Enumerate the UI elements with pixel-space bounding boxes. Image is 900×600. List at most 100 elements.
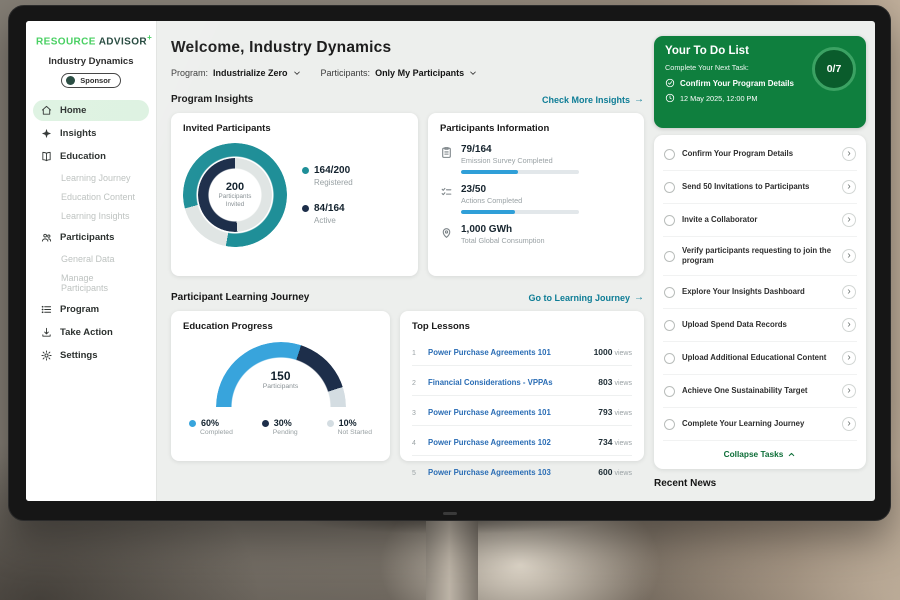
chevron-right-icon[interactable] <box>842 318 856 333</box>
sidebar-item-education-content[interactable]: Education Content <box>33 188 149 206</box>
legend-value: 60% <box>201 418 220 428</box>
donut-center-label: Participants <box>218 192 252 200</box>
lesson-rank: 4 <box>412 439 416 447</box>
task-upload-spend-data[interactable]: Upload Spend Data Records <box>663 309 857 343</box>
task-label: Achieve One Sustainability Target <box>682 386 808 396</box>
arrow-right-icon: → <box>634 292 644 303</box>
sidebar-item-take-action[interactable]: Take Action <box>33 322 149 343</box>
stat-label: Total Global Consumption <box>461 236 545 245</box>
donut-center-label: Invited <box>225 201 245 208</box>
lesson-row: 5 Power Purchase Agreements 103 600 views <box>412 456 632 485</box>
sidebar-item-home[interactable]: Home <box>33 100 149 122</box>
chevron-right-icon[interactable] <box>842 249 856 264</box>
sidebar-item-insights[interactable]: Insights <box>33 123 149 144</box>
home-icon <box>41 105 52 116</box>
sidebar-item-education[interactable]: Education <box>33 146 149 167</box>
sidebar-item-learning-journey[interactable]: Learning Journey <box>33 169 149 187</box>
program-filter-label: Program: <box>171 68 209 78</box>
task-label: Verify participants requesting to join t… <box>682 246 832 266</box>
task-checkbox[interactable] <box>664 352 675 364</box>
task-verify-participants[interactable]: Verify participants requesting to join t… <box>663 237 857 277</box>
task-explore-insights[interactable]: Explore Your Insights Dashboard <box>663 276 857 310</box>
task-checkbox[interactable] <box>664 148 675 160</box>
gauge-legend: 60% Completed 30% Pending 10% Not Starte… <box>183 418 378 436</box>
link-label: Check More Insights <box>541 94 630 105</box>
chevron-up-icon <box>789 452 795 456</box>
sidebar-item-learning-insights[interactable]: Learning Insights <box>33 207 149 225</box>
chevron-right-icon[interactable] <box>842 384 856 399</box>
task-send-invitations[interactable]: Send 50 Invitations to Participants <box>663 171 857 204</box>
task-checkbox[interactable] <box>664 250 675 262</box>
lesson-rank: 2 <box>412 379 416 387</box>
sidebar-item-general-data[interactable]: General Data <box>33 250 149 268</box>
participants-filter[interactable]: Participants: Only My Participants <box>321 68 478 78</box>
lesson-link[interactable]: Power Purchase Agreements 101 <box>428 347 551 357</box>
task-invite-collaborator[interactable]: Invite a Collaborator <box>663 204 857 237</box>
collapse-tasks-label: Collapse Tasks <box>723 449 784 460</box>
chevron-right-icon[interactable] <box>842 147 856 161</box>
lesson-link[interactable]: Power Purchase Agreements 103 <box>428 467 551 477</box>
legend-registered: 164/200 Registered <box>302 165 353 187</box>
lesson-views-label: views <box>614 469 632 477</box>
todo-title: Your To Do List <box>665 45 749 57</box>
sidebar-item-label: Manage Participants <box>61 273 109 294</box>
sidebar-item-program[interactable]: Program <box>33 299 149 320</box>
go-to-learning-journey-link[interactable]: Go to Learning Journey → <box>528 292 644 303</box>
lesson-rank: 1 <box>412 349 416 357</box>
todo-column: Your To Do List Complete Your Next Task:… <box>654 21 866 489</box>
lesson-link[interactable]: Power Purchase Agreements 102 <box>428 437 551 447</box>
todo-next-task[interactable]: Confirm Your Program Details <box>665 78 855 88</box>
todo-datetime-label: 12 May 2025, 12:00 PM <box>680 93 758 103</box>
card-title: Top Lessons <box>412 321 470 332</box>
chevron-right-icon[interactable] <box>842 417 856 432</box>
legend-not-started: 10% Not Started <box>326 418 372 436</box>
task-checkbox[interactable] <box>664 385 675 397</box>
sidebar-item-participants[interactable]: Participants <box>33 227 149 248</box>
sidebar-item-label: Insights <box>60 128 97 140</box>
lesson-row: 4 Power Purchase Agreements 102 734 views <box>412 426 632 456</box>
people-icon <box>41 232 52 243</box>
todo-summary-panel: Your To Do List Complete Your Next Task:… <box>654 36 866 128</box>
gauge-center-label: Participants <box>262 383 299 390</box>
main-content: Welcome, Industry Dynamics Program: Indu… <box>171 21 644 501</box>
gauge-center-value: 150 <box>270 369 291 383</box>
stat-label: Actions Completed <box>461 196 523 205</box>
lesson-link[interactable]: Financial Considerations - VPPAs <box>428 377 553 387</box>
chevron-right-icon[interactable] <box>842 285 856 300</box>
task-achieve-sustainability-target[interactable]: Achieve One Sustainability Target <box>663 375 857 409</box>
chevron-right-icon[interactable] <box>842 213 856 227</box>
sidebar-item-manage-participants[interactable]: Manage Participants <box>33 269 149 297</box>
legend-label: Not Started <box>337 429 372 436</box>
progress-track <box>461 170 579 174</box>
chevron-right-icon[interactable] <box>842 351 856 366</box>
task-checkbox[interactable] <box>664 319 675 331</box>
task-checkbox[interactable] <box>664 181 675 193</box>
sidebar-item-label: Program <box>60 304 100 316</box>
todo-datetime: 12 May 2025, 12:00 PM <box>665 93 855 103</box>
chevron-right-icon[interactable] <box>842 180 856 194</box>
logo-resource: RESOURCE <box>36 36 96 48</box>
monitor-bezel: RESOURCE ADVISOR+ Industry Dynamics Spon… <box>8 5 891 521</box>
lesson-views: 793 <box>598 406 613 417</box>
book-icon <box>41 151 52 162</box>
collapse-tasks-button[interactable]: Collapse Tasks <box>663 441 857 466</box>
task-confirm-program-details[interactable]: Confirm Your Program Details <box>663 138 857 171</box>
legend-dot-completed <box>189 419 196 427</box>
link-label: Go to Learning Journey <box>528 292 630 303</box>
program-filter[interactable]: Program: Industrialize Zero <box>171 68 301 78</box>
task-checkbox[interactable] <box>664 214 675 226</box>
sidebar-item-settings[interactable]: Settings <box>33 345 149 366</box>
legend-label: Active <box>314 216 336 225</box>
donut-legend: 164/200 Registered 84/164 Active <box>302 165 353 225</box>
lesson-rank: 5 <box>412 469 416 477</box>
education-progress-card: Education Progress 150 Participants 60% <box>171 311 390 461</box>
logo-advisor: ADVISOR <box>98 36 148 48</box>
stat-value: 23/50 <box>461 184 487 195</box>
task-complete-learning-journey[interactable]: Complete Your Learning Journey <box>663 408 857 442</box>
task-checkbox[interactable] <box>664 418 675 430</box>
task-checkbox[interactable] <box>664 286 675 298</box>
check-more-insights-link[interactable]: Check More Insights → <box>542 94 644 105</box>
task-upload-educational-content[interactable]: Upload Additional Educational Content <box>663 342 857 376</box>
sponsor-badge[interactable]: Sponsor <box>61 73 121 89</box>
lesson-link[interactable]: Power Purchase Agreements 101 <box>428 407 551 417</box>
